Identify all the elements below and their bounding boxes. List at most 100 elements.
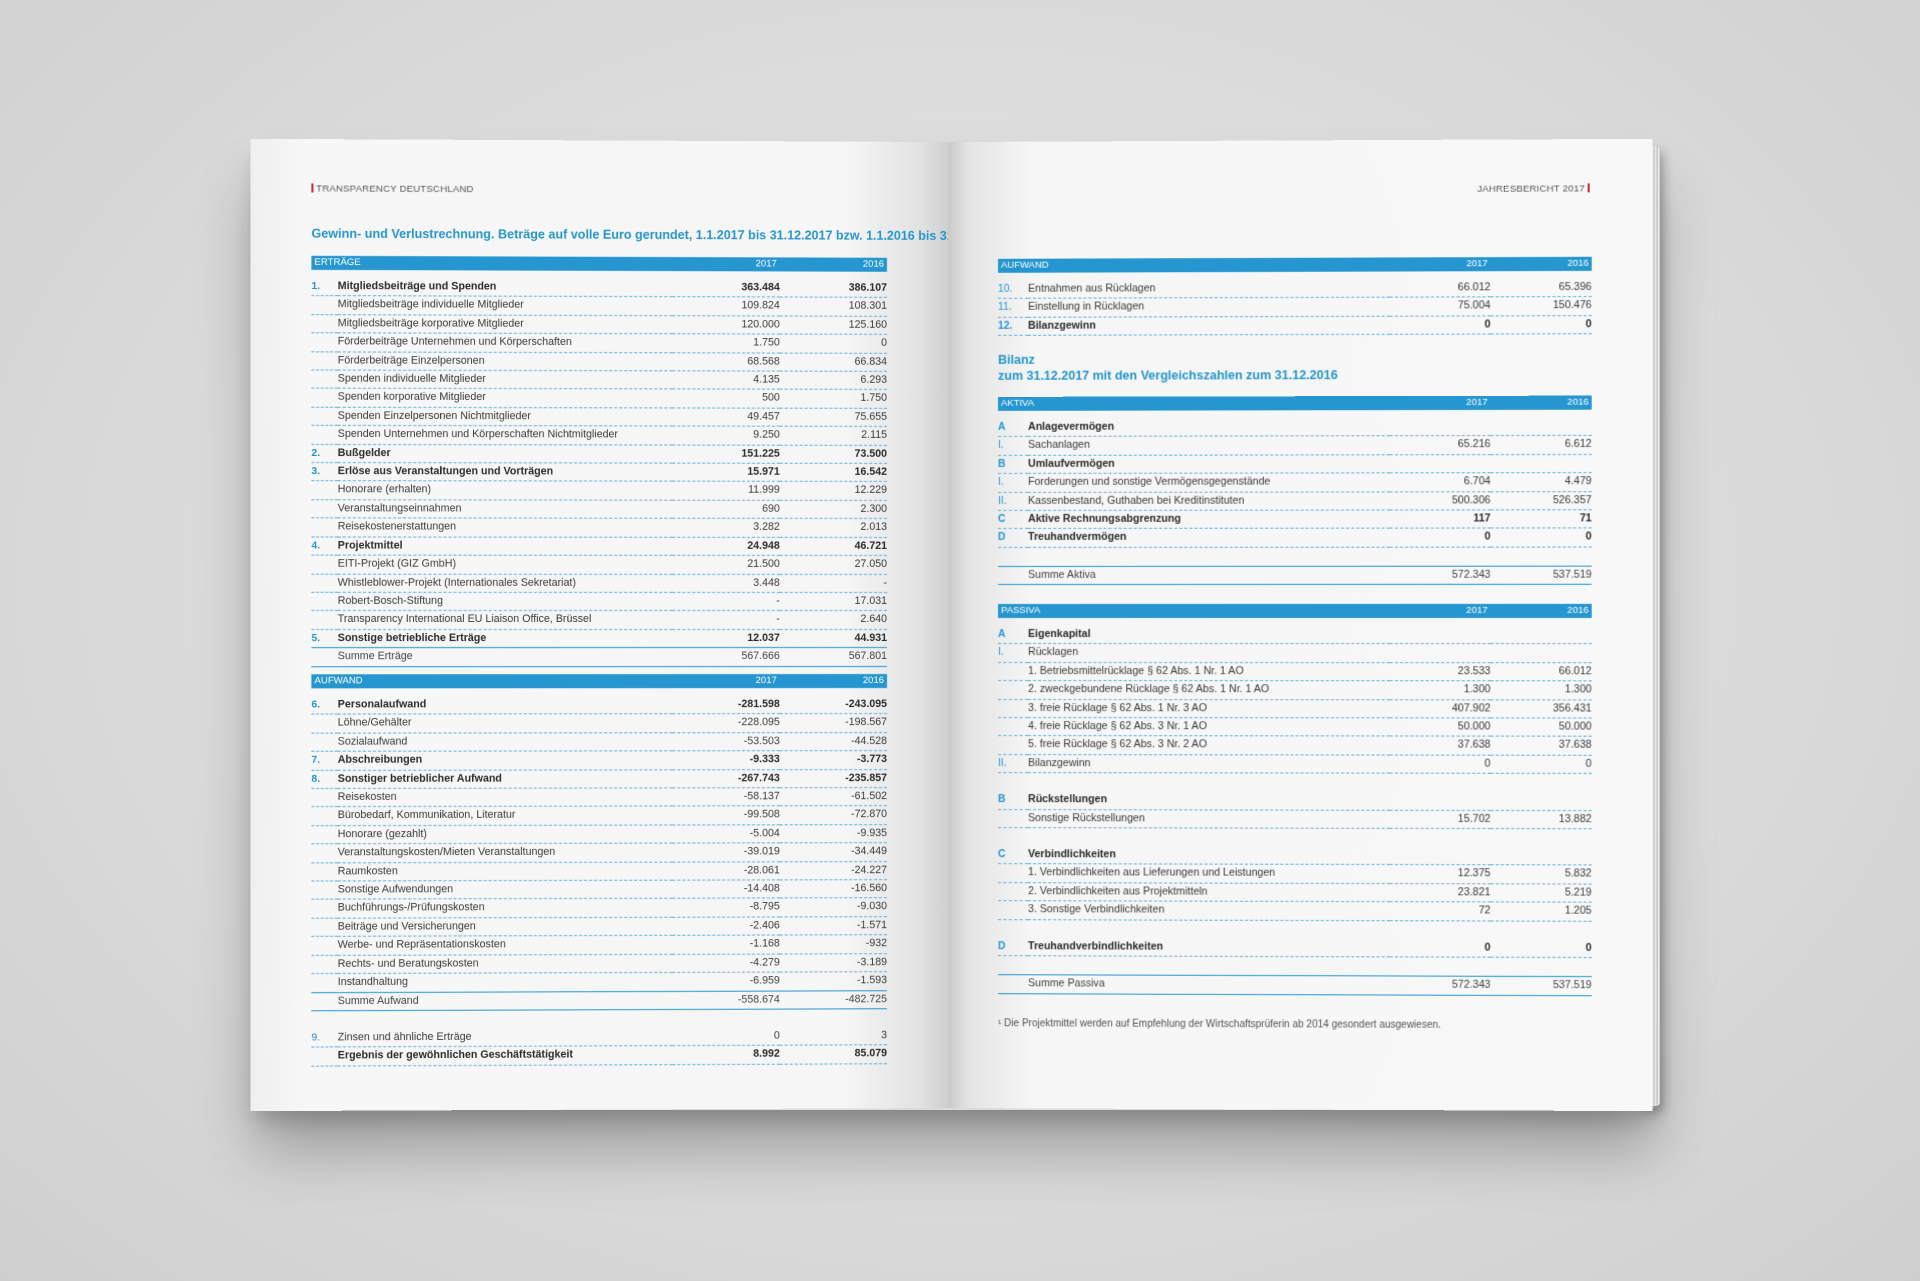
value-2016: -44.528 xyxy=(779,732,887,751)
row-label: Einstellung in Rücklagen xyxy=(1028,297,1390,318)
value-2017 xyxy=(1389,626,1491,645)
spacer-row xyxy=(998,618,1592,626)
value-2016 xyxy=(1490,847,1592,866)
table-row: C Aktive Rechnungsabgrenzung 117 71 xyxy=(998,509,1592,529)
value-2016: 65.396 xyxy=(1490,278,1592,298)
row-number xyxy=(998,699,1029,718)
row-label: Förderbeiträge Unternehmen und Körpersch… xyxy=(337,333,673,353)
sum-row: Summe Passiva 572.343 537.519 xyxy=(998,974,1592,996)
value-2016: -932 xyxy=(779,934,887,954)
table-row: Buchführungs-/Prüfungskosten -8.795 -9.030 xyxy=(311,898,887,919)
header-year-2017: 2017 xyxy=(1389,395,1491,411)
right-page: JAHRESBERICHT 2017 AUFWAND 2017 2016 10. Ent… xyxy=(948,138,1653,1112)
row-number xyxy=(311,955,338,974)
row-number xyxy=(311,555,338,574)
row-label: Löhne/Gehälter xyxy=(337,714,673,733)
sum-row: Summe Aufwand -558.674 -482.725 xyxy=(311,990,887,1011)
table-row: Beiträge und Versicherungen -2.406 -1.571 xyxy=(311,916,887,937)
value-2017 xyxy=(1389,454,1491,474)
value-2016: -9.030 xyxy=(779,898,887,917)
value-2017: -9.333 xyxy=(672,750,780,770)
row-number xyxy=(998,717,1029,737)
value-2017: 49.457 xyxy=(672,407,780,427)
table-row: Sonstige Rückstellungen 15.702 13.882 xyxy=(998,809,1592,829)
row-number xyxy=(998,900,1029,920)
header-year-2016: 2016 xyxy=(1490,603,1592,618)
value-2017: -558.674 xyxy=(672,990,780,1010)
value-2016: 2.013 xyxy=(779,518,887,538)
row-number xyxy=(311,843,338,863)
table-row: 7. Abschreibungen -9.333 -3.773 xyxy=(311,750,887,770)
value-2017: -6.959 xyxy=(672,972,780,991)
value-2016: 0 xyxy=(1490,528,1592,547)
row-label: Whistleblower-Projekt (Internationales S… xyxy=(337,573,673,593)
row-number xyxy=(998,864,1029,883)
gap-cell xyxy=(311,1009,887,1030)
value-2016: 5.832 xyxy=(1490,865,1592,884)
row-label: Bußgelder xyxy=(337,444,673,464)
value-2017: -228.095 xyxy=(672,714,780,733)
row-label: Verbindlichkeiten xyxy=(1028,846,1390,865)
value-2016: -3.189 xyxy=(779,953,887,973)
row-label: EITI-Projekt (GIZ GmbH) xyxy=(337,555,673,574)
value-2016 xyxy=(1490,417,1592,436)
value-2017: 0 xyxy=(1389,754,1491,774)
table-row: Transparency International EU Liaison Of… xyxy=(311,610,887,630)
table-row: A Eigenkapital xyxy=(998,626,1592,645)
row-label: Honorare (erhalten) xyxy=(337,481,673,501)
row-number: II. xyxy=(998,754,1029,773)
value-2016: -61.502 xyxy=(779,787,887,807)
row-number xyxy=(311,481,338,500)
row-label: Robert-Bosch-Stiftung xyxy=(337,592,673,611)
bilanz-title-line-2: zum 31.12.2017 mit den Vergleichszahlen … xyxy=(998,368,1338,383)
table-row: D Treuhandverbindlichkeiten 0 0 xyxy=(998,937,1592,958)
value-2017: 37.638 xyxy=(1389,736,1491,756)
value-2016: 2.640 xyxy=(779,610,887,630)
value-2016: 85.079 xyxy=(779,1045,887,1064)
value-2016: 356.431 xyxy=(1490,699,1592,719)
table-row: 3. Erlöse aus Veranstaltungen und Vorträg… xyxy=(311,462,887,482)
table-row: Honorare (gezahlt) -5.004 -9.935 xyxy=(311,824,887,845)
table-header-label: AUFWAND xyxy=(311,674,673,689)
row-number: I. xyxy=(998,643,1029,663)
gap-row xyxy=(998,773,1592,792)
aufwand-continued-table: AUFWAND 2017 2016 10. Entnahmen aus Rücklage… xyxy=(998,256,1592,336)
value-2016: 150.476 xyxy=(1490,296,1592,316)
row-number xyxy=(311,714,338,733)
table-row: Rechts- und Beratungskosten -4.279 -3.189 xyxy=(311,953,887,974)
row-number xyxy=(311,370,338,389)
gap-cell xyxy=(998,919,1592,939)
row-number xyxy=(311,862,338,882)
row-label: Veranstaltungskosten/Mieten Veranstaltun… xyxy=(337,843,673,863)
value-2016: 46.721 xyxy=(779,537,887,556)
row-label: Bilanzgewinn xyxy=(1028,754,1390,774)
value-2017: -53.503 xyxy=(672,732,780,752)
row-number: 10. xyxy=(998,280,1029,299)
table-row: Ergebnis der gewöhnlichen Geschäftstätig… xyxy=(311,1045,887,1066)
table-row: 2. Verbindlichkeiten aus Projektmitteln 2… xyxy=(998,882,1592,903)
header-year-2016: 2016 xyxy=(1490,395,1592,410)
table-header-row: AUFWAND 2017 2016 xyxy=(311,674,887,689)
value-2016: -1.571 xyxy=(779,916,887,936)
table-row: EITI-Projekt (GIZ GmbH) 21.500 27.050 xyxy=(311,555,887,574)
row-label: Werbe- und Repräsentationskosten xyxy=(337,935,673,956)
value-2016 xyxy=(1490,792,1592,811)
row-label: Mitgliedsbeiträge korporative Mitglieder xyxy=(337,314,673,334)
value-2017: 4.135 xyxy=(672,370,780,390)
row-number xyxy=(998,680,1029,700)
value-2017: -2.406 xyxy=(672,916,780,936)
value-2016: 0 xyxy=(1490,315,1592,335)
value-2017: 407.902 xyxy=(1389,699,1491,719)
value-2017: 0 xyxy=(1389,315,1491,335)
row-number xyxy=(311,518,338,537)
row-number: D xyxy=(998,937,1029,956)
row-number xyxy=(311,351,338,371)
value-2017: 12.375 xyxy=(1389,864,1491,884)
gap-row xyxy=(311,1009,887,1030)
value-2016: 4.479 xyxy=(1490,472,1592,492)
row-number xyxy=(311,973,338,993)
table-header-label: AKTIVA xyxy=(998,396,1390,411)
row-number: II. xyxy=(998,492,1029,511)
table-row: 3. Sonstige Verbindlichkeiten 72 1.205 xyxy=(998,900,1592,921)
row-number: I. xyxy=(998,473,1029,493)
